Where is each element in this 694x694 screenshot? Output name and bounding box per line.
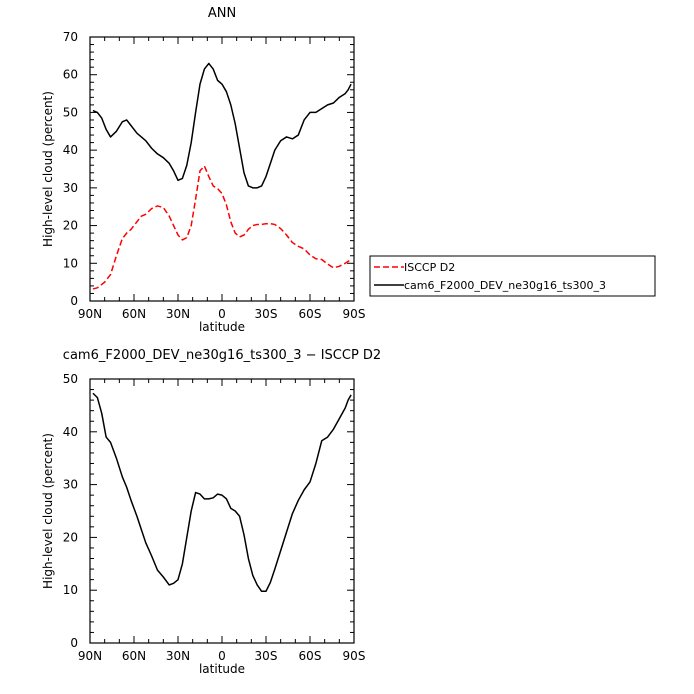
x-tick-label: 90S [343, 649, 366, 663]
x-tick-label: 30N [166, 649, 190, 663]
chart-panel-mean: ANN 90N 60N 30N 0 30S 60S 90S 0 10 20 30 40 50 60 70 lat… [41, 6, 656, 334]
chart-title: cam6_F2000_DEV_ne30g16_ts300_3 − ISCCP D… [63, 348, 381, 363]
y-axis-label: High-level cloud (percent) [41, 433, 55, 589]
y-tick-label: 0 [70, 636, 78, 650]
x-axis-label: latitude [199, 320, 245, 334]
x-tick-label: 0 [218, 307, 226, 321]
y-tick-label: 40 [63, 425, 78, 439]
legend: ISCCP D2 cam6_F2000_DEV_ne30g16_ts300_3 [369, 255, 656, 297]
y-axis-label: High-level cloud (percent) [41, 91, 55, 247]
x-tick-label: 60S [299, 307, 322, 321]
chart-title: ANN [208, 6, 236, 21]
series-line-0 [92, 165, 352, 290]
legend-label: ISCCP D2 [404, 261, 455, 274]
x-axis-label: latitude [199, 662, 245, 676]
y-tick-label: 30 [63, 181, 78, 195]
plot-frame [89, 36, 355, 302]
y-tick-label: 20 [63, 219, 78, 233]
y-tick-label: 0 [70, 294, 78, 308]
plot-frame [89, 378, 355, 644]
y-tick-label: 40 [63, 143, 78, 157]
legend-label: cam6_F2000_DEV_ne30g16_ts300_3 [404, 279, 606, 292]
x-tick-label: 90N [78, 307, 102, 321]
x-tick-label: 30S [255, 307, 278, 321]
x-tick-label: 60N [122, 307, 146, 321]
x-tick-label: 0 [218, 649, 226, 663]
y-tick-label: 70 [63, 30, 78, 44]
x-tick-label: 90N [78, 649, 102, 663]
series-line-0 [92, 392, 352, 593]
y-tick-label: 50 [63, 372, 78, 386]
x-tick-label: 30S [255, 649, 278, 663]
x-tick-label: 30N [166, 307, 190, 321]
x-tick-label: 90S [343, 307, 366, 321]
chart-panel-difference: cam6_F2000_DEV_ne30g16_ts300_3 − ISCCP D… [41, 348, 381, 676]
legend-box [369, 255, 656, 297]
y-tick-label: 10 [63, 256, 78, 270]
x-tick-label: 60S [299, 649, 322, 663]
x-tick-label: 60N [122, 649, 146, 663]
y-tick-label: 20 [63, 530, 78, 544]
y-tick-label: 30 [63, 478, 78, 492]
y-tick-label: 50 [63, 105, 78, 119]
y-tick-label: 60 [63, 68, 78, 82]
y-tick-label: 10 [63, 583, 78, 597]
series-line-1 [92, 62, 352, 189]
